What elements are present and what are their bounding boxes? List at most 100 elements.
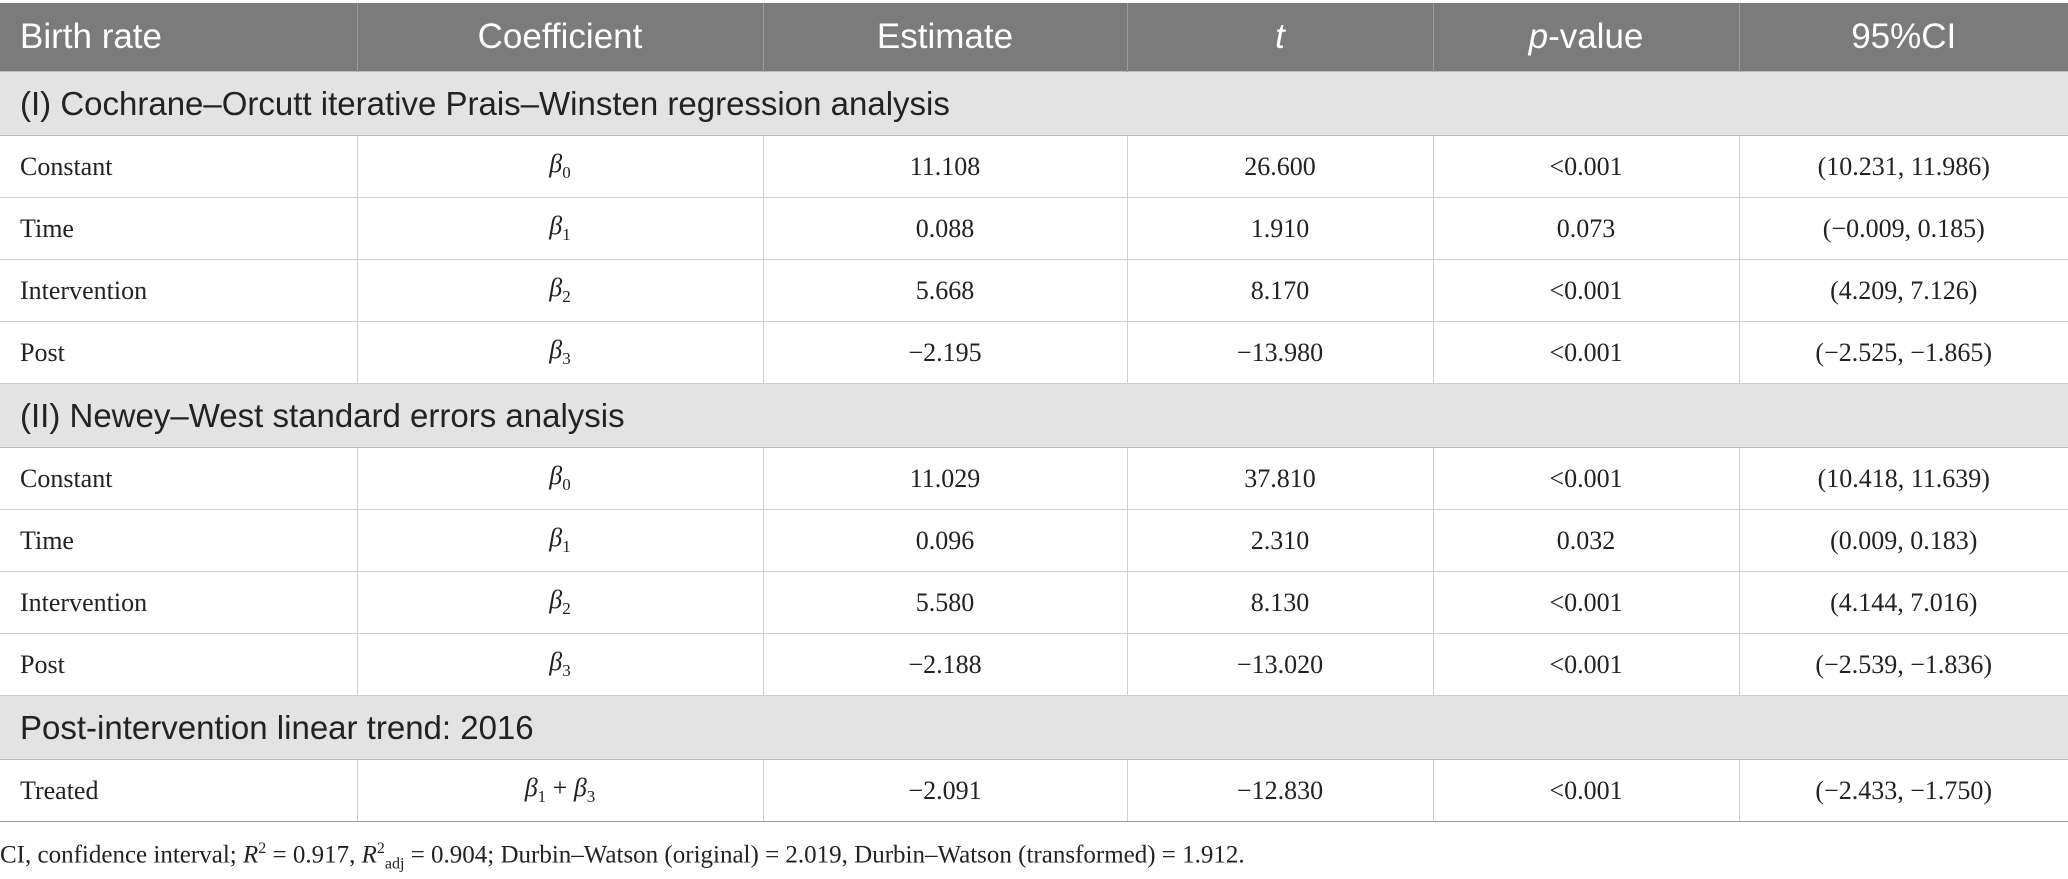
header-estimate: Estimate — [762, 3, 1127, 72]
table-row: Time β1 0.088 1.910 0.073 (−0.009, 0.185) — [0, 197, 2068, 260]
section-header-row: (II) Newey–West standard errors analysis — [0, 383, 2068, 448]
table-row: Constant β0 11.108 26.600 <0.001 (10.231, 11.… — [0, 135, 2068, 198]
cell-ci: (−0.009, 0.185) — [1738, 197, 2068, 260]
coef-symbol: β — [573, 773, 587, 803]
table-row: Constant β0 11.029 37.810 <0.001 (10.418, 11.… — [0, 447, 2068, 510]
cell-label: Post — [0, 321, 357, 384]
cell-label: Post — [0, 633, 357, 696]
header-p-value: p-value — [1432, 3, 1739, 72]
cell-coefficient: β1 — [356, 197, 763, 260]
footnote-r-adj: R — [361, 841, 377, 869]
cell-estimate: 11.108 — [762, 135, 1127, 198]
cell-ci: (10.418, 11.639) — [1738, 447, 2068, 510]
cell-label: Treated — [0, 759, 357, 822]
cell-label: Time — [0, 509, 357, 572]
table-footnote: CI, confidence interval; R2 = 0.917, R2a… — [0, 840, 1245, 873]
cell-t: 26.600 — [1126, 135, 1433, 198]
cell-coefficient: β2 — [356, 259, 763, 322]
cell-coefficient: β3 — [356, 633, 763, 696]
coef-subscript: 0 — [562, 475, 571, 495]
coef-subscript: 3 — [562, 349, 571, 369]
cell-label: Constant — [0, 447, 357, 510]
coef-symbol: β — [549, 461, 563, 491]
footnote-part2: = 0.917, — [266, 841, 362, 869]
coef-subscript: 2 — [562, 599, 571, 619]
footnote-part3: = 0.904; Durbin–Watson (original) = 2.01… — [404, 841, 1245, 869]
cell-t: 2.310 — [1126, 509, 1433, 572]
cell-coefficient: β1 + β3 — [356, 759, 763, 822]
cell-ci: (10.231, 11.986) — [1738, 135, 2068, 198]
table-row: Treated β1 + β3 −2.091 −12.830 <0.001 (−2.433… — [0, 759, 2068, 822]
header-p-suffix: -value — [1548, 17, 1644, 56]
section-title: (I) Cochrane–Orcutt iterative Prais–Wins… — [0, 71, 2068, 136]
footnote-r-adj-sup: 2 — [376, 840, 385, 857]
cell-estimate: 0.096 — [762, 509, 1127, 572]
table-row: Post β3 −2.195 −13.980 <0.001 (−2.525, −1.865… — [0, 321, 2068, 384]
coef-symbol: β — [549, 149, 563, 179]
coef-subscript: 1 — [562, 225, 571, 245]
footnote-r: R — [242, 841, 259, 869]
footnote-r-sup: 2 — [258, 840, 267, 857]
cell-p-value: <0.001 — [1432, 759, 1739, 822]
cell-estimate: 0.088 — [762, 197, 1127, 260]
cell-t: 37.810 — [1126, 447, 1433, 510]
cell-estimate: −2.195 — [762, 321, 1127, 384]
coef-subscript: 0 — [562, 163, 571, 183]
footnote-adj-sub: adj — [384, 855, 405, 873]
cell-coefficient: β1 — [356, 509, 763, 572]
cell-estimate: 5.580 — [762, 571, 1127, 634]
coef-subscript: 1 — [562, 537, 571, 557]
cell-ci: (−2.539, −1.836) — [1738, 633, 2068, 696]
cell-ci: (0.009, 0.183) — [1738, 509, 2068, 572]
cell-ci: (−2.525, −1.865) — [1738, 321, 2068, 384]
header-coefficient: Coefficient — [356, 3, 763, 72]
cell-coefficient: β0 — [356, 135, 763, 198]
cell-coefficient: β2 — [356, 571, 763, 634]
coef-symbol: β — [549, 647, 563, 677]
header-row: Birth rate Coefficient Estimate t p-valu… — [0, 3, 2068, 72]
cell-p-value: <0.001 — [1432, 447, 1739, 510]
cell-label: Constant — [0, 135, 357, 198]
section-title: (II) Newey–West standard errors analysis — [0, 383, 2068, 448]
cell-t: 8.130 — [1126, 571, 1433, 634]
cell-t: −12.830 — [1126, 759, 1433, 822]
section-title: Post-intervention linear trend: 2016 — [0, 695, 2068, 760]
cell-p-value: 0.032 — [1432, 509, 1739, 572]
coef-plus: + — [546, 773, 574, 803]
cell-estimate: 5.668 — [762, 259, 1127, 322]
cell-estimate: −2.091 — [762, 759, 1127, 822]
header-t-label: t — [1275, 17, 1285, 56]
coef-symbol: β — [549, 523, 563, 553]
cell-label: Time — [0, 197, 357, 260]
cell-t: −13.020 — [1126, 633, 1433, 696]
regression-table: Birth rate Coefficient Estimate t p-valu… — [0, 3, 2068, 822]
cell-label: Intervention — [0, 259, 357, 322]
cell-p-value: <0.001 — [1432, 633, 1739, 696]
header-p-label: p — [1528, 17, 1549, 56]
table-body: (I) Cochrane–Orcutt iterative Prais–Wins… — [0, 71, 2068, 822]
section-header-row: Post-intervention linear trend: 2016 — [0, 695, 2068, 760]
cell-p-value: <0.001 — [1432, 321, 1739, 384]
cell-ci: (4.209, 7.126) — [1738, 259, 2068, 322]
section-header-row: (I) Cochrane–Orcutt iterative Prais–Wins… — [0, 71, 2068, 136]
cell-p-value: <0.001 — [1432, 135, 1739, 198]
header-t: t — [1126, 3, 1433, 72]
coef-symbol: β — [549, 585, 563, 615]
cell-label: Intervention — [0, 571, 357, 634]
cell-ci: (4.144, 7.016) — [1738, 571, 2068, 634]
cell-p-value: <0.001 — [1432, 259, 1739, 322]
table-row: Intervention β2 5.580 8.130 <0.001 (4.144, 7.… — [0, 571, 2068, 634]
table-row: Post β3 −2.188 −13.020 <0.001 (−2.539, −1.836… — [0, 633, 2068, 696]
cell-estimate: 11.029 — [762, 447, 1127, 510]
cell-estimate: −2.188 — [762, 633, 1127, 696]
coef-subscript: 1 — [537, 787, 547, 807]
coef-symbol: β — [549, 211, 563, 241]
coef-subscript: 2 — [562, 287, 571, 307]
table-row: Intervention β2 5.668 8.170 <0.001 (4.209, 7.… — [0, 259, 2068, 322]
coef-subscript: 3 — [586, 787, 596, 807]
cell-p-value: 0.073 — [1432, 197, 1739, 260]
cell-t: 1.910 — [1126, 197, 1433, 260]
cell-coefficient: β0 — [356, 447, 763, 510]
footnote-part1: CI, confidence interval; — [0, 841, 243, 869]
header-ci: 95%CI — [1738, 3, 2068, 72]
